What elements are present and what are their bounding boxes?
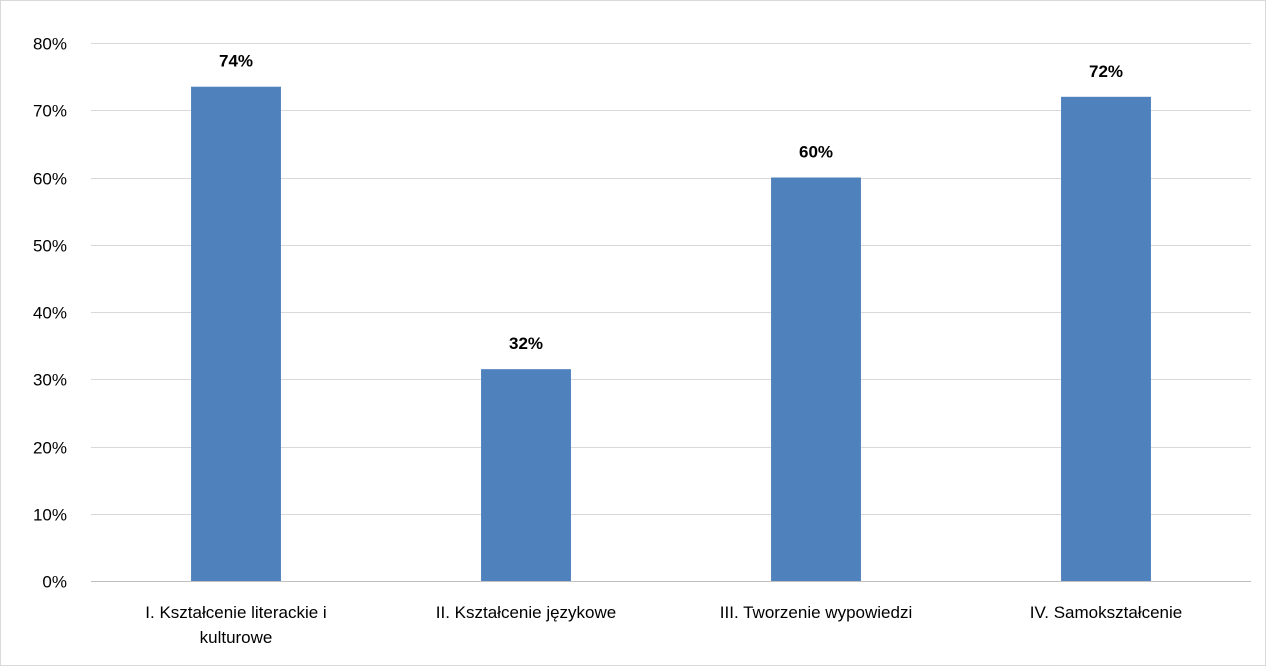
data-label: 74% xyxy=(219,52,253,71)
y-tick-label: 10% xyxy=(33,506,67,525)
data-label: 32% xyxy=(509,334,543,353)
bar xyxy=(1061,96,1151,582)
y-tick-label: 0% xyxy=(42,573,67,592)
y-tick-label: 40% xyxy=(33,304,67,323)
category-label: III. Tworzenie wypowiedzi xyxy=(720,603,912,622)
bar xyxy=(771,177,861,581)
bar xyxy=(191,86,281,582)
y-tick-label: 30% xyxy=(33,371,67,390)
data-labels: 74% 32% 60% 72% xyxy=(219,52,1123,353)
data-label: 72% xyxy=(1089,62,1123,81)
bars xyxy=(191,86,1151,582)
y-tick-label: 80% xyxy=(33,35,67,54)
y-tick-label: 50% xyxy=(33,237,67,256)
category-label: IV. Samokształcenie xyxy=(1030,603,1182,622)
data-label: 60% xyxy=(799,143,833,162)
category-label: I. Kształcenie literackie i xyxy=(145,603,326,622)
bar xyxy=(481,369,571,581)
y-tick-label: 20% xyxy=(33,439,67,458)
y-axis-tick-labels: 0% 10% 20% 30% 40% 50% 60% 70% 80% xyxy=(33,35,67,592)
y-tick-label: 60% xyxy=(33,170,67,189)
gridlines xyxy=(91,43,1251,515)
y-tick-label: 70% xyxy=(33,102,67,121)
x-axis-category-labels: I. Kształcenie literackie i kulturowe II. … xyxy=(145,603,1182,647)
category-label: kulturowe xyxy=(200,628,273,647)
category-label: II. Kształcenie językowe xyxy=(436,603,616,622)
